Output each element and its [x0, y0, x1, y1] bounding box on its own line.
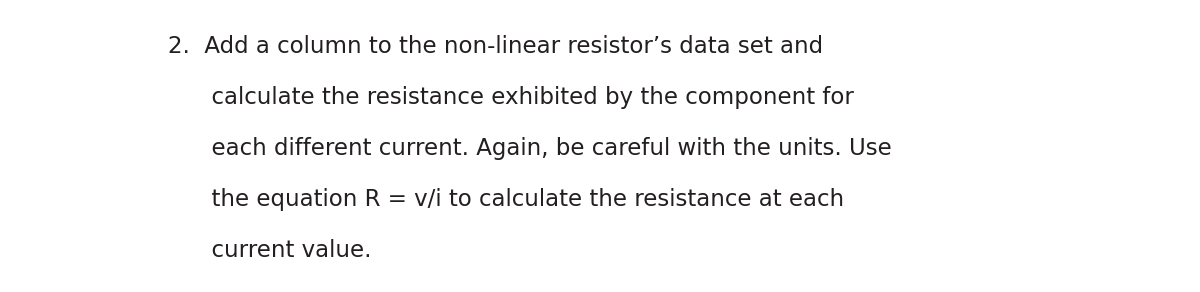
Text: each different current. Again, be careful with the units. Use: each different current. Again, be carefu…: [168, 137, 892, 160]
Text: the equation R = v/i to calculate the resistance at each: the equation R = v/i to calculate the re…: [168, 188, 844, 211]
Text: 2.  Add a column to the non-linear resistor’s data set and: 2. Add a column to the non-linear resist…: [168, 35, 823, 58]
Text: current value.: current value.: [168, 239, 372, 263]
Text: calculate the resistance exhibited by the component for: calculate the resistance exhibited by th…: [168, 86, 854, 109]
